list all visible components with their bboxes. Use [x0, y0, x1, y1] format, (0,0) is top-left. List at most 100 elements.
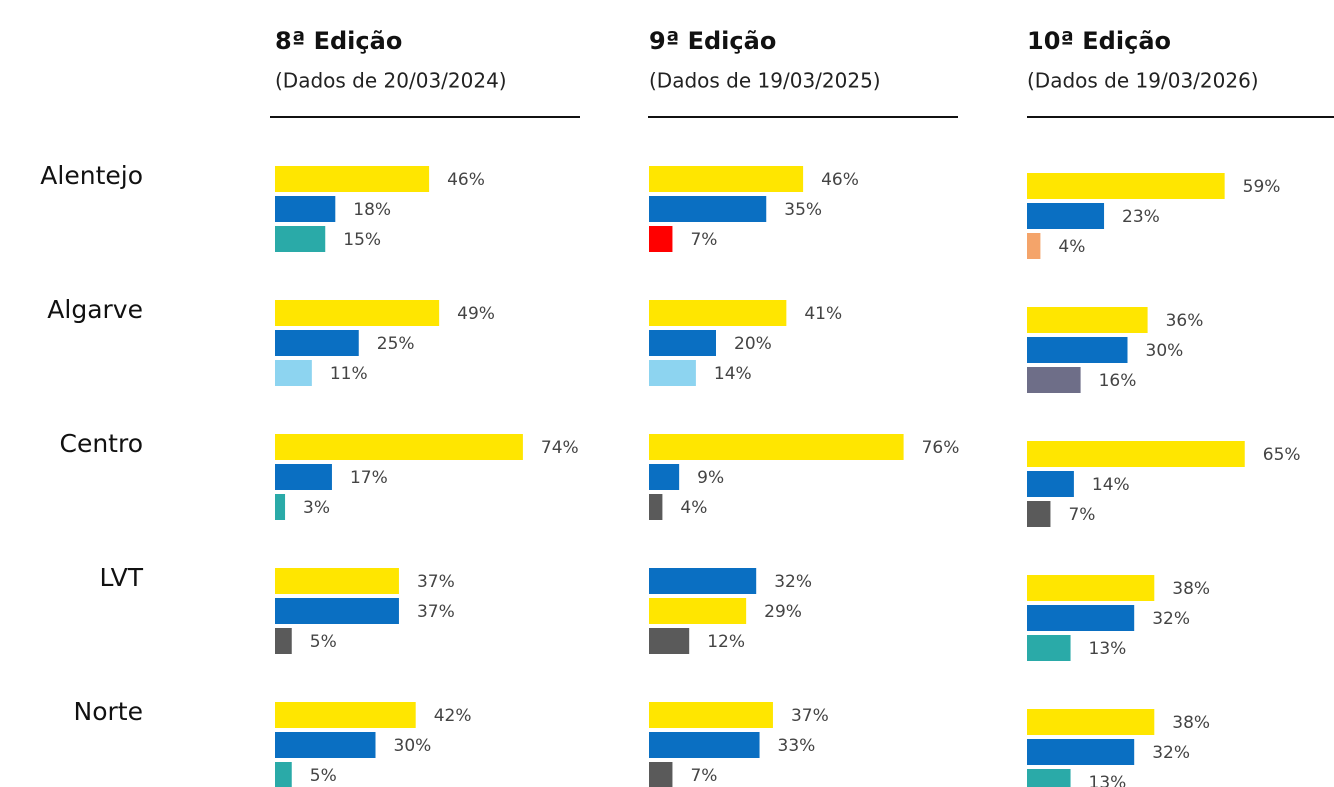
bar: [275, 598, 399, 624]
bar: [1027, 501, 1051, 527]
edition-title: 8ª Edição: [275, 27, 402, 55]
value-label: 74%: [541, 438, 579, 458]
value-label: 17%: [350, 468, 388, 488]
value-label: 36%: [1166, 311, 1204, 331]
bar: [649, 360, 696, 386]
edition-title: 9ª Edição: [649, 27, 776, 55]
value-label: 15%: [343, 230, 381, 250]
value-label: 16%: [1099, 371, 1137, 391]
value-label: 9%: [697, 468, 724, 488]
bar: [275, 226, 326, 252]
bar: [1027, 173, 1225, 199]
bar: [275, 464, 332, 490]
bar: [1027, 367, 1081, 393]
bar: [275, 568, 399, 594]
value-label: 37%: [791, 706, 829, 726]
value-label: 37%: [417, 572, 455, 592]
bar: [1027, 307, 1148, 333]
bar: [649, 568, 757, 594]
value-label: 4%: [1058, 237, 1085, 257]
value-label: 29%: [764, 602, 802, 622]
region-label: Norte: [74, 697, 143, 726]
value-label: 41%: [804, 304, 842, 324]
value-label: 46%: [821, 170, 859, 190]
value-label: 32%: [774, 572, 812, 592]
edition-title: 10ª Edição: [1027, 27, 1171, 55]
value-label: 7%: [1068, 505, 1095, 525]
value-label: 11%: [330, 364, 368, 384]
bar: [649, 196, 767, 222]
value-label: 38%: [1172, 579, 1210, 599]
value-label: 35%: [784, 200, 822, 220]
value-label: 38%: [1172, 713, 1210, 733]
bar: [649, 732, 760, 758]
bar: [649, 300, 787, 326]
value-label: 18%: [353, 200, 391, 220]
bar: [1027, 203, 1105, 229]
region-label: Algarve: [47, 295, 143, 324]
bar: [649, 434, 904, 460]
bar: [1027, 233, 1041, 259]
region-label: Centro: [59, 429, 143, 458]
edition-subtitle: (Dados de 20/03/2024): [275, 69, 507, 93]
value-label: 30%: [394, 736, 432, 756]
bar: [1027, 739, 1135, 765]
region-label: LVT: [99, 563, 143, 592]
region-label: Alentejo: [40, 161, 143, 190]
value-label: 30%: [1146, 341, 1184, 361]
value-label: 25%: [377, 334, 415, 354]
value-label: 49%: [457, 304, 495, 324]
bar: [1027, 575, 1155, 601]
bar: [275, 702, 416, 728]
value-label: 42%: [434, 706, 472, 726]
value-label: 7%: [690, 230, 717, 250]
value-label: 13%: [1089, 639, 1127, 659]
bar: [1027, 337, 1128, 363]
value-label: 14%: [1092, 475, 1130, 495]
value-label: 20%: [734, 334, 772, 354]
value-label: 3%: [303, 498, 330, 518]
bar: [275, 300, 440, 326]
bar: [649, 628, 690, 654]
bar: [1027, 471, 1074, 497]
bar: [1027, 441, 1245, 467]
value-label: 37%: [417, 602, 455, 622]
edition-subtitle: (Dados de 19/03/2025): [649, 69, 881, 93]
value-label: 23%: [1122, 207, 1160, 227]
value-label: 4%: [680, 498, 707, 518]
bar: [1027, 635, 1071, 661]
value-label: 33%: [778, 736, 816, 756]
bar: [275, 494, 286, 520]
bar: [649, 226, 673, 252]
bar: [649, 330, 716, 356]
value-label: 46%: [447, 170, 485, 190]
value-label: 13%: [1089, 773, 1127, 787]
bar: [1027, 605, 1135, 631]
edition-subtitle: (Dados de 19/03/2026): [1027, 69, 1259, 93]
value-label: 14%: [714, 364, 752, 384]
value-label: 5%: [310, 766, 337, 786]
value-label: 32%: [1152, 743, 1190, 763]
value-label: 5%: [310, 632, 337, 652]
bar: [275, 732, 376, 758]
bar: [649, 702, 773, 728]
bar: [649, 464, 680, 490]
bar: [275, 762, 292, 787]
bar: [275, 330, 359, 356]
bar: [275, 360, 312, 386]
value-label: 32%: [1152, 609, 1190, 629]
value-label: 7%: [690, 766, 717, 786]
bar: [1027, 709, 1155, 735]
bar: [649, 494, 663, 520]
value-label: 65%: [1263, 445, 1301, 465]
value-label: 12%: [707, 632, 745, 652]
bar: [649, 762, 673, 787]
bar: [649, 598, 747, 624]
bar: [275, 196, 336, 222]
bar: [1027, 769, 1071, 787]
bar: [649, 166, 804, 192]
bar: [275, 166, 430, 192]
bar: [275, 628, 292, 654]
